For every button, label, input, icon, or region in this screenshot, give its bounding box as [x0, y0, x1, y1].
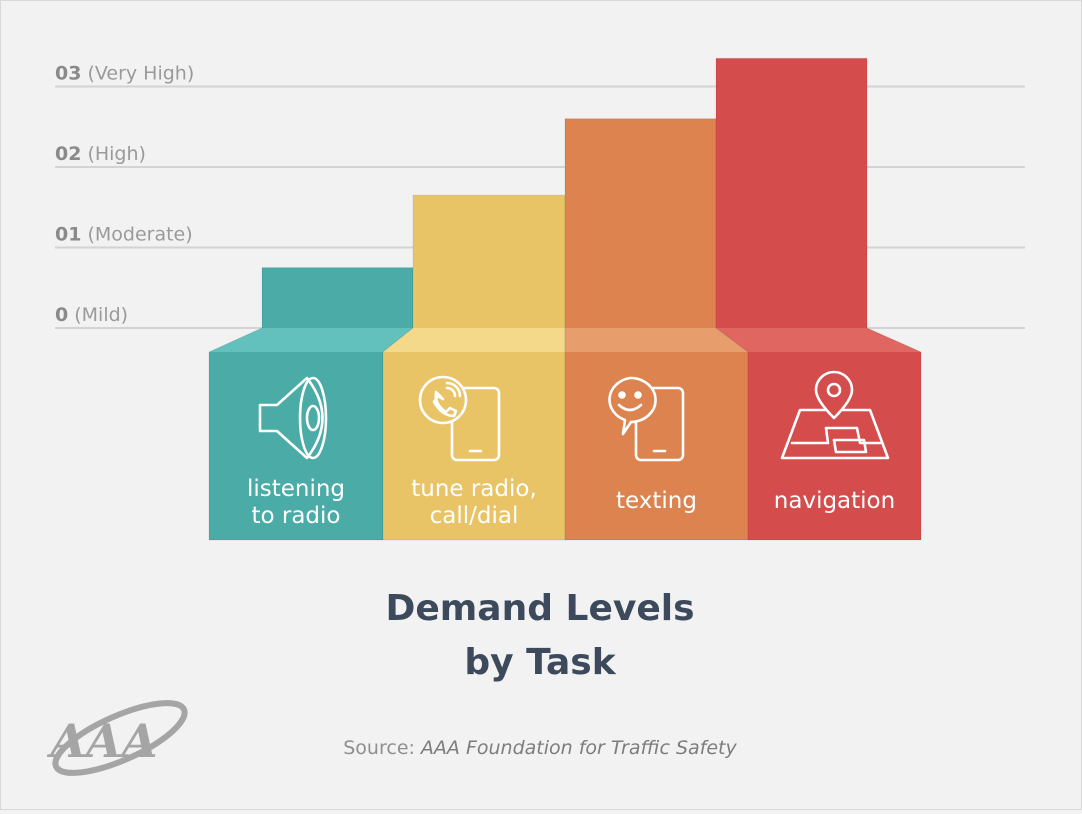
y-tick-label: 03 (Very High)	[55, 63, 194, 85]
bar-cap	[383, 328, 565, 352]
y-tick-label: 0 (Mild)	[55, 304, 128, 326]
bar-column	[565, 118, 716, 328]
bar-category-label: tune radio,	[411, 476, 537, 502]
bar-column	[716, 58, 867, 328]
source-prefix: Source:	[343, 737, 415, 759]
y-tick-label: 01 (Moderate)	[55, 224, 193, 246]
chat-phone-icon	[608, 376, 685, 462]
bar-base	[565, 352, 748, 540]
bar-base	[383, 352, 565, 540]
speaker-center	[305, 404, 321, 432]
smile	[617, 403, 643, 412]
y-tick-number: 02	[55, 143, 81, 165]
aaa-logo: AAA	[46, 700, 188, 776]
y-tick-label: 02 (High)	[55, 143, 146, 165]
phone-outline	[634, 386, 685, 462]
map-pin-icon	[780, 370, 890, 460]
eye-left	[618, 391, 626, 399]
phone-outline	[450, 386, 501, 462]
handset-glyph	[432, 390, 458, 418]
y-tick-number: 0	[55, 304, 68, 326]
speaker-icon	[258, 376, 328, 460]
speaker-cone	[298, 376, 328, 460]
map-pin-dot	[826, 382, 842, 398]
call-waves	[445, 381, 462, 398]
y-tick-text: (Mild)	[74, 304, 128, 326]
y-tick-number: 01	[55, 224, 81, 246]
logo-text: AAA	[46, 714, 157, 768]
bar-cap	[716, 328, 921, 352]
y-tick-number: 03	[55, 63, 81, 85]
speaker-body	[258, 376, 324, 460]
source-name: AAA Foundation for Traffic Safety	[419, 737, 738, 759]
eye-right	[634, 391, 642, 399]
bar-outline	[715, 57, 922, 541]
map-block	[832, 438, 868, 454]
bar-column	[262, 267, 413, 328]
map-outline	[780, 408, 890, 460]
source-note: Source: AAA Foundation for Traffic Safety	[343, 737, 737, 759]
bar-base	[209, 352, 383, 540]
bar-group: tune radio,call/dial	[382, 194, 566, 541]
bar-category-label: call/dial	[430, 503, 519, 529]
y-tick-text: (Very High)	[87, 63, 194, 85]
bar-cap	[209, 328, 413, 352]
bar-category-label: listening	[247, 476, 345, 502]
y-tick-text: (Moderate)	[87, 224, 192, 246]
logo-swoosh	[52, 700, 188, 776]
y-tick-text: (High)	[87, 143, 146, 165]
bar-category-label: texting	[616, 488, 697, 514]
bar-category-label: navigation	[774, 488, 895, 514]
bar-cap	[565, 328, 748, 352]
bar-column	[413, 195, 565, 328]
chart-title: by Task	[464, 642, 616, 683]
bar-category-label: to radio	[251, 503, 340, 529]
phone-call-icon	[418, 375, 501, 462]
bar-group: texting	[564, 118, 749, 541]
chart-title: Demand Levels	[385, 588, 694, 629]
